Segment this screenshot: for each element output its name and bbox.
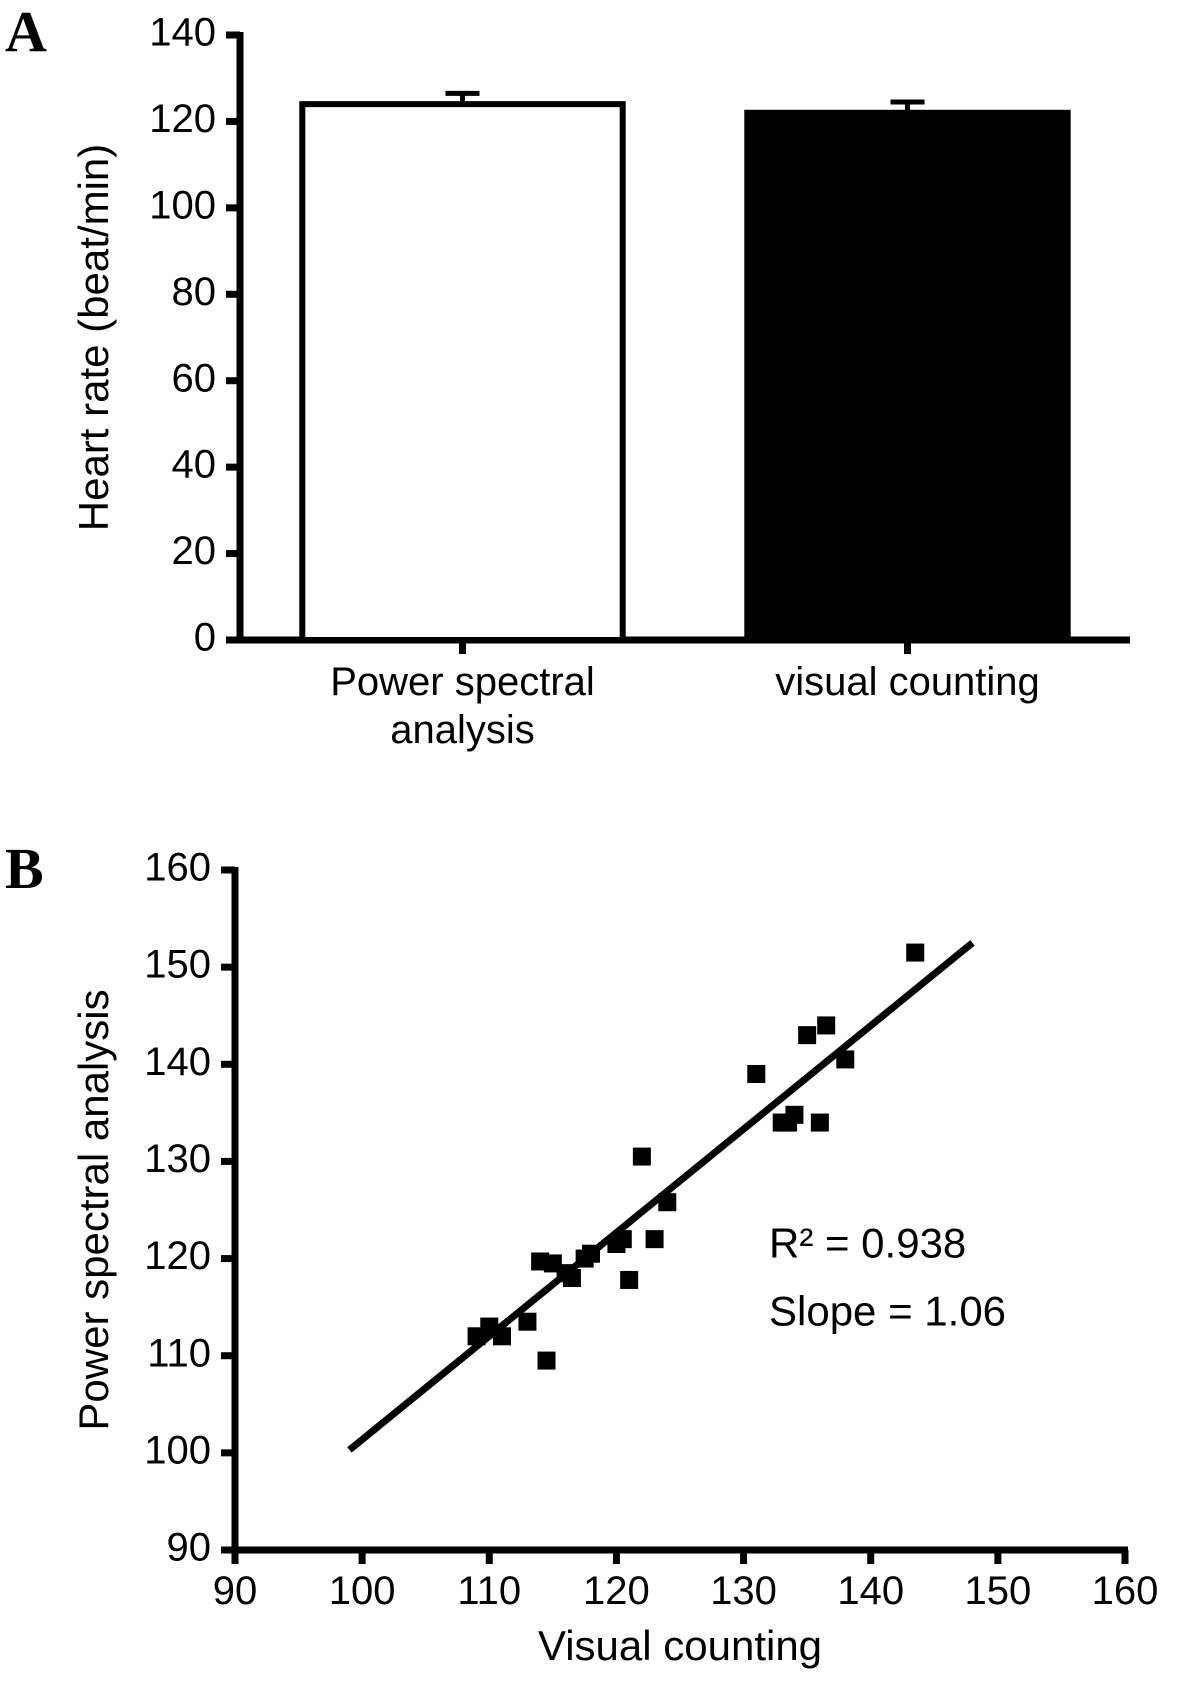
xlabel-1-0: visual counting (775, 660, 1040, 704)
point-3 (518, 1313, 536, 1331)
svg-text:110: 110 (457, 1569, 521, 1613)
svg-text:Heart rate (beat/min): Heart rate (beat/min) (70, 144, 117, 531)
panel-b-label-text: B (5, 836, 44, 901)
svg-text:150: 150 (144, 943, 211, 987)
point-21 (798, 1026, 816, 1044)
svg-text:140: 140 (144, 1040, 211, 1084)
point-20 (785, 1106, 803, 1124)
svg-text:20: 20 (172, 529, 217, 573)
xlabel-0-1: analysis (390, 708, 535, 752)
svg-text:130: 130 (144, 1137, 211, 1181)
svg-text:160: 160 (144, 846, 211, 890)
svg-text:100: 100 (329, 1569, 396, 1613)
svg-text:90: 90 (167, 1526, 212, 1570)
svg-text:130: 130 (710, 1569, 777, 1613)
point-16 (658, 1193, 676, 1211)
bar-1 (747, 113, 1067, 640)
panel-b-svg: 90 100 110 120 130 140 150 160 90 100 110 120 130 140… (60, 840, 1160, 1690)
point-14 (633, 1148, 651, 1166)
panel-a: 0 20 40 60 80 100 120 140 Heart rate (beat/min) P… (60, 0, 1160, 820)
panel-a-label-text: A (5, 0, 47, 64)
svg-text:110: 110 (147, 1331, 211, 1375)
svg-text:100: 100 (149, 183, 216, 227)
point-10 (582, 1245, 600, 1263)
svg-text:140: 140 (149, 11, 216, 55)
svg-text:100: 100 (144, 1428, 211, 1472)
point-2 (493, 1327, 511, 1345)
panel-a-svg: 0 20 40 60 80 100 120 140 Heart rate (beat/min) P… (60, 0, 1160, 820)
point-25 (906, 944, 924, 962)
svg-text:140: 140 (837, 1569, 904, 1613)
svg-text:120: 120 (144, 1234, 211, 1278)
xlabel-0-0: Power spectral (330, 660, 595, 704)
x-axis-label: Visual counting (538, 1622, 822, 1669)
svg-text:90: 90 (213, 1569, 258, 1613)
svg-text:150: 150 (964, 1569, 1031, 1613)
point-24 (836, 1050, 854, 1068)
point-13 (620, 1271, 638, 1289)
annotation-0: R² = 0.938 (769, 1220, 966, 1267)
point-5 (538, 1352, 556, 1370)
bar-0 (302, 104, 622, 640)
panel-b-label: B (5, 835, 44, 902)
panel-a-label: A (5, 0, 47, 65)
svg-text:120: 120 (149, 97, 216, 141)
point-15 (646, 1230, 664, 1248)
figure-container: A 0 20 40 60 80 100 120 140 Heart rate (beat/min… (0, 0, 1200, 1699)
point-17 (747, 1065, 765, 1083)
point-22 (811, 1114, 829, 1132)
svg-text:160: 160 (1092, 1569, 1159, 1613)
point-12 (614, 1230, 632, 1248)
panel-b: 90 100 110 120 130 140 150 160 90 100 110 120 130 140… (60, 840, 1160, 1690)
svg-text:120: 120 (583, 1569, 650, 1613)
point-23 (817, 1016, 835, 1034)
point-8 (563, 1269, 581, 1287)
svg-text:60: 60 (172, 356, 217, 400)
svg-text:0: 0 (194, 616, 216, 660)
svg-text:Power spectral analysis: Power spectral analysis (70, 989, 117, 1430)
svg-text:40: 40 (172, 443, 217, 487)
annotation-1: Slope = 1.06 (769, 1288, 1006, 1335)
svg-text:80: 80 (172, 270, 217, 314)
